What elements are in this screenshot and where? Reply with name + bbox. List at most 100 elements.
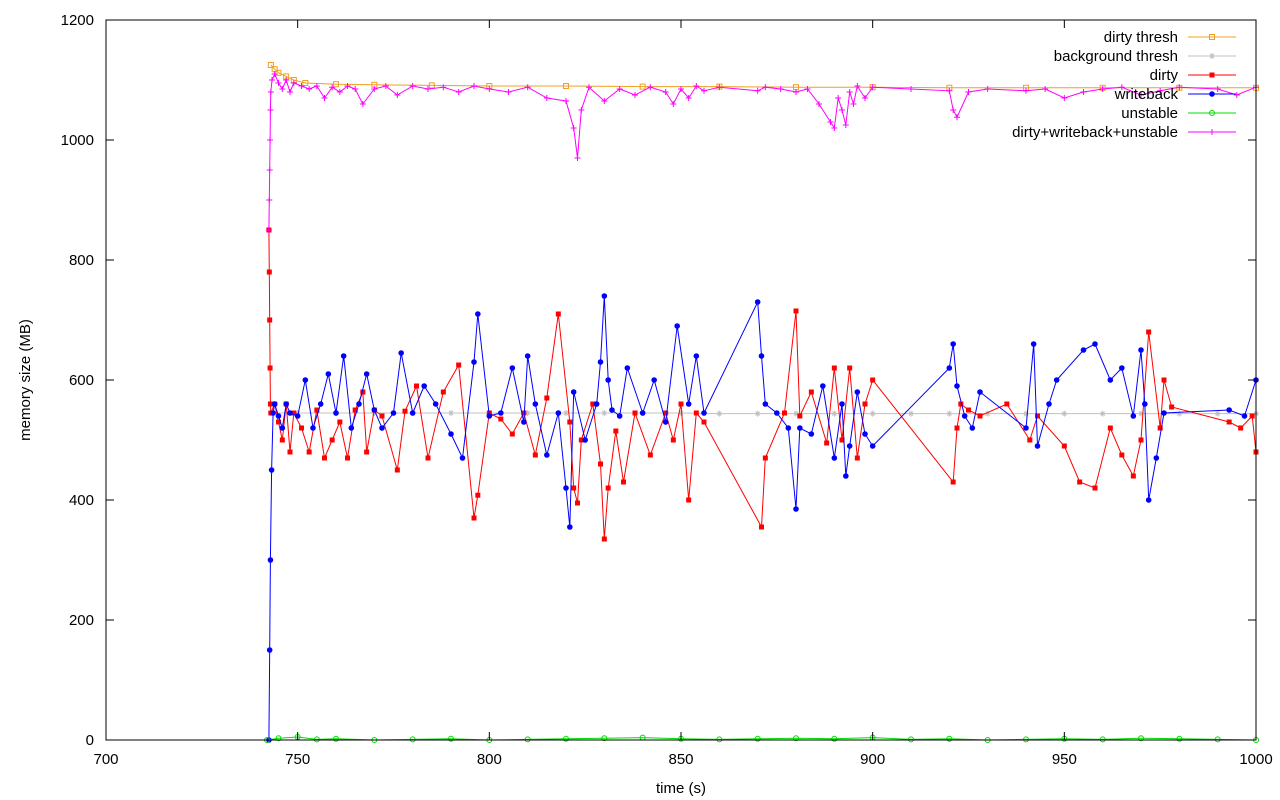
- data-point-writeback: [409, 410, 416, 416]
- data-point-background-thresh: [908, 410, 914, 417]
- data-point-background-thresh: [869, 410, 876, 417]
- data-point-writeback: [287, 410, 293, 416]
- series-dirty-writeback-unstable: [265, 71, 1259, 233]
- data-point-writeback: [459, 455, 466, 461]
- series-dirty: [266, 227, 1259, 542]
- y-tick-label: 0: [86, 732, 94, 749]
- data-point-writeback: [317, 401, 324, 407]
- data-point-dirty: [621, 479, 626, 485]
- data-point-writeback: [651, 377, 657, 383]
- data-point-dirty: [670, 437, 676, 443]
- data-point-unstable: [524, 736, 531, 743]
- data-point-dirty: [575, 500, 580, 506]
- legend-label-dirty-writeback-unstable: dirty+writeback+unstable: [1012, 124, 1178, 141]
- data-point-writeback: [597, 359, 604, 365]
- data-point-dirty: [759, 524, 764, 530]
- data-point-dirty-thresh: [267, 62, 274, 68]
- data-point-dirty-writeback-unstable: [685, 95, 692, 101]
- data-point-dirty-writeback-unstable: [271, 71, 278, 77]
- data-point-dirty-writeback-unstable: [816, 101, 822, 107]
- data-point-dirty: [1119, 452, 1125, 458]
- data-point-dirty-thresh: [275, 69, 282, 76]
- data-point-writeback: [820, 383, 826, 389]
- data-point-dirty-writeback-unstable: [268, 77, 275, 83]
- data-point-dirty: [824, 440, 830, 446]
- data-point-writeback: [662, 419, 669, 425]
- data-point-writeback: [498, 410, 504, 416]
- data-point-writeback: [1130, 413, 1137, 419]
- data-point-dirty: [266, 269, 272, 275]
- data-point-dirty: [663, 410, 669, 416]
- data-point-dirty: [475, 492, 481, 498]
- data-point-writeback: [1080, 347, 1087, 353]
- data-point-writeback: [268, 467, 275, 473]
- data-point-dirty: [440, 389, 446, 395]
- data-point-dirty-writeback-unstable: [1233, 92, 1240, 98]
- data-point-writeback: [1142, 401, 1148, 407]
- data-point-dirty: [1161, 377, 1167, 383]
- data-point-dirty-writeback-unstable: [486, 86, 493, 92]
- data-point-writeback: [1119, 365, 1125, 371]
- data-point-dirty-writeback-unstable: [842, 122, 849, 128]
- data-point-dirty: [578, 437, 584, 443]
- data-point-writeback: [379, 425, 385, 431]
- data-point-writeback: [270, 410, 276, 416]
- data-point-writeback: [774, 410, 780, 416]
- data-point-writeback: [371, 407, 378, 413]
- data-point-writeback: [616, 413, 623, 419]
- data-point-background-thresh: [1023, 410, 1029, 417]
- data-point-background-thresh: [984, 410, 991, 417]
- data-point-writeback: [294, 413, 301, 419]
- data-point-writeback: [758, 353, 765, 359]
- x-tick-label: 850: [668, 751, 693, 768]
- data-point-writeback: [869, 443, 876, 449]
- data-point-dirty: [1061, 443, 1067, 449]
- data-point-dirty-writeback-unstable: [827, 119, 834, 125]
- data-point-dirty: [966, 407, 971, 413]
- data-point-dirty: [598, 461, 603, 467]
- data-point-writeback: [283, 401, 289, 407]
- data-point-dirty-writeback-unstable: [298, 83, 305, 89]
- data-point-dirty-writeback-unstable: [574, 155, 581, 161]
- data-point-dirty: [1146, 329, 1152, 335]
- data-point-dirty: [267, 365, 273, 371]
- legend-label-unstable: unstable: [1121, 105, 1178, 122]
- data-point-writeback: [954, 383, 960, 389]
- data-point-writeback: [862, 431, 868, 437]
- data-point-dirty: [1157, 425, 1163, 431]
- y-tick-label: 200: [69, 612, 94, 629]
- x-tick-label: 750: [285, 751, 310, 768]
- data-point-writeback: [267, 557, 274, 563]
- data-point-writeback: [524, 353, 531, 359]
- data-point-unstable: [313, 736, 320, 743]
- data-point-dirty-writeback-unstable: [616, 86, 623, 92]
- data-point-background-thresh: [946, 410, 953, 417]
- data-point-writeback: [846, 443, 853, 449]
- data-point-dirty-writeback-unstable: [290, 80, 297, 86]
- data-point-dirty-writeback-unstable: [283, 77, 290, 83]
- data-point-unstable: [601, 735, 608, 742]
- data-point-dirty-writeback-unstable: [1214, 86, 1221, 92]
- data-point-unstable: [563, 735, 569, 742]
- data-point-dirty: [471, 515, 477, 521]
- data-point-dirty: [360, 389, 366, 395]
- data-point-unstable: [1138, 735, 1144, 742]
- data-point-writeback: [486, 413, 493, 419]
- data-point-dirty: [701, 419, 707, 425]
- data-point-dirty-writeback-unstable: [471, 83, 477, 89]
- data-point-dirty-thresh: [563, 83, 569, 89]
- data-point-writeback: [271, 401, 278, 407]
- data-point-dirty-writeback-unstable: [850, 101, 857, 107]
- data-point-writeback: [555, 410, 562, 416]
- data-point-writeback: [831, 455, 838, 461]
- data-point-dirty: [279, 437, 285, 443]
- y-axis-title: memory size (MB): [17, 319, 34, 441]
- data-point-dirty-writeback-unstable: [601, 98, 608, 104]
- data-point-writeback: [509, 365, 516, 371]
- data-point-dirty-writeback-unstable: [1118, 84, 1125, 91]
- data-point-dirty-writeback-unstable: [1099, 86, 1106, 92]
- data-point-writeback: [793, 506, 799, 512]
- data-point-dirty: [1107, 425, 1113, 431]
- data-point-writeback: [639, 410, 646, 416]
- data-point-writeback: [969, 425, 976, 431]
